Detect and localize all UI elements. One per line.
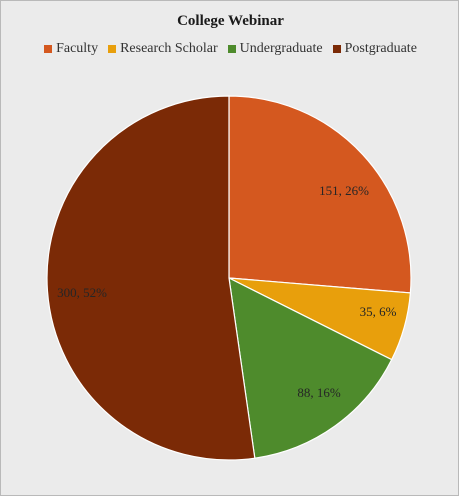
- pie-slice-postgraduate: [46, 95, 256, 461]
- legend-swatch-postgraduate: [332, 45, 341, 53]
- legend-item-postgraduate: Postgraduate: [332, 41, 417, 57]
- pie-label-research-scholar: 35, 6%: [360, 304, 397, 319]
- legend-label-faculty: Faculty: [56, 41, 99, 56]
- legend-item-faculty: Faculty: [44, 41, 98, 57]
- pie-label-undergraduate: 88, 16%: [297, 385, 341, 400]
- pie-slices: [46, 95, 412, 461]
- legend-label-research-scholar: Research Scholar: [120, 41, 218, 56]
- pie-slice-undergraduate: [228, 276, 393, 459]
- chart-legend: Faculty Research Scholar Undergraduate P…: [1, 41, 459, 57]
- pie-slice-faculty: [228, 95, 412, 294]
- legend-item-research-scholar: Research Scholar: [108, 41, 218, 57]
- legend-swatch-research-scholar: [108, 45, 117, 53]
- pie-data-labels: 151, 26% 35, 6% 88, 16% 300, 52%: [57, 183, 397, 400]
- legend-item-undergraduate: Undergraduate: [227, 41, 323, 57]
- legend-swatch-faculty: [44, 45, 53, 53]
- chart-title: College Webinar: [177, 13, 284, 29]
- legend-label-undergraduate: Undergraduate: [239, 41, 323, 56]
- pie-label-faculty: 151, 26%: [319, 183, 369, 198]
- legend-swatch-undergraduate: [227, 45, 236, 53]
- legend-label-postgraduate: Postgraduate: [344, 41, 417, 56]
- pie-label-postgraduate: 300, 52%: [57, 285, 107, 300]
